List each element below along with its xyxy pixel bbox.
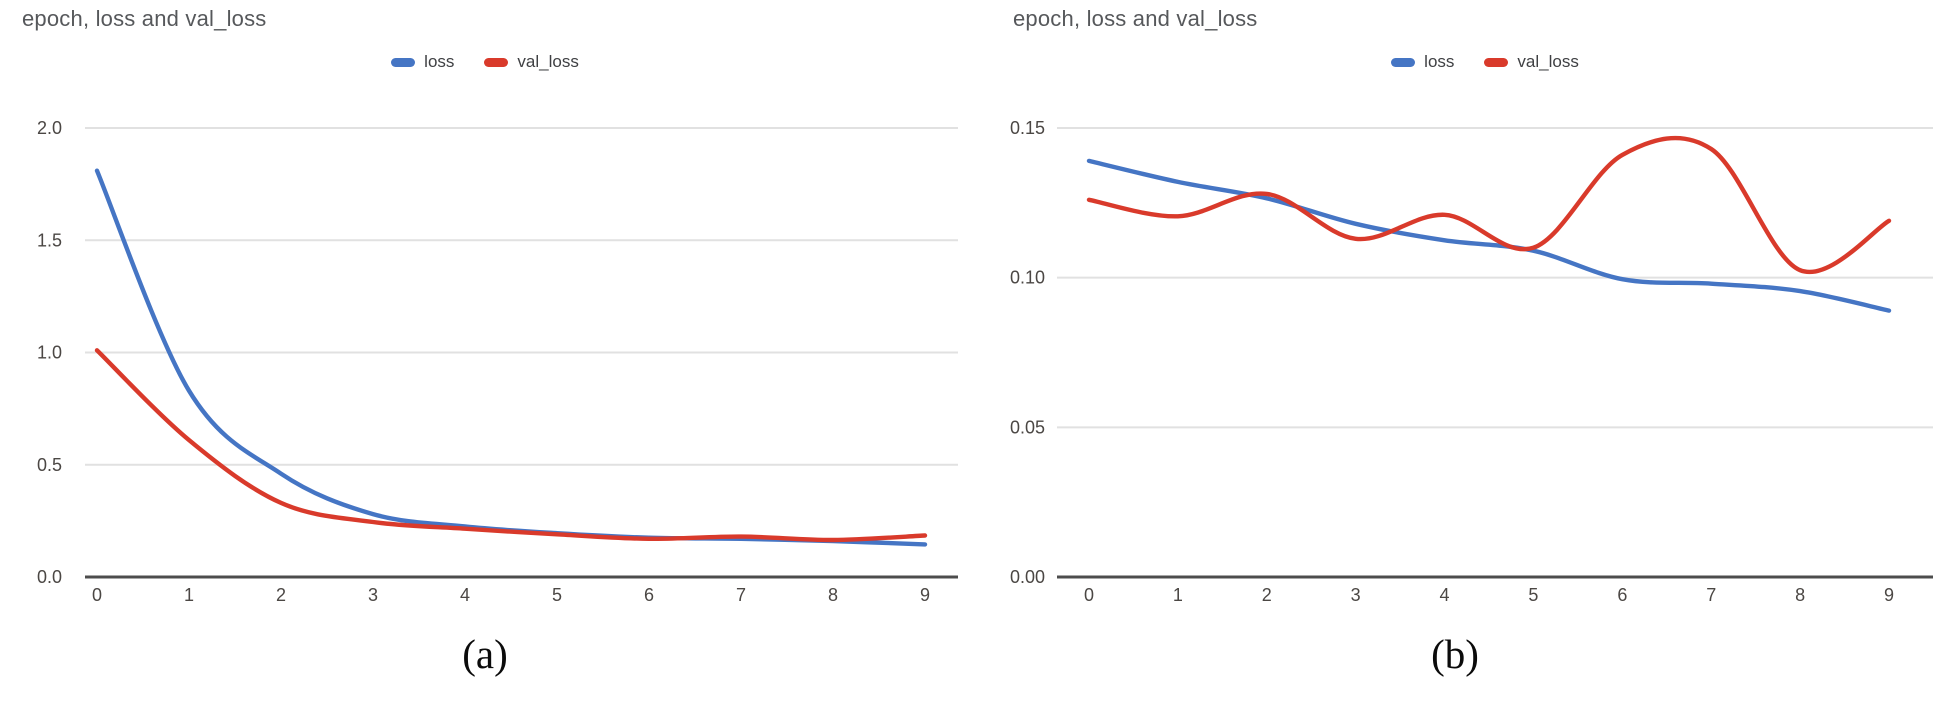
legend-item-loss: loss [391,52,454,72]
caption-b: (b) [1431,631,1479,677]
y-tick-label: 0.10 [1010,268,1045,288]
y-tick-label: 0.5 [37,455,62,475]
chart-a-plot-area: 0.0 0.5 1.0 1.5 2.0 0 1 2 3 4 5 6 7 8 9 [37,118,958,605]
legend-label-loss: loss [1424,52,1455,71]
legend-item-loss: loss [1391,52,1454,72]
chart-title: epoch, loss and val_loss [22,6,267,31]
x-tick-label: 8 [828,585,838,605]
x-tick-label: 9 [920,585,930,605]
y-tick-label: 2.0 [37,118,62,138]
y-tick-label: 0.15 [1010,118,1045,138]
x-tick-label: 5 [1528,585,1538,605]
series-val_loss-line [1086,135,1892,275]
x-tick-label: 7 [1706,585,1716,605]
x-tick-label: 9 [1884,585,1894,605]
x-tick-label: 2 [1262,585,1272,605]
x-tick-label: 0 [1084,585,1094,605]
y-tick-label: 0.05 [1010,417,1045,437]
y-tick-label: 1.0 [37,343,62,363]
x-tick-label: 4 [460,585,470,605]
y-tick-label: 0.00 [1010,567,1045,587]
x-tick-label: 1 [1173,585,1183,605]
legend-item-val-loss: val_loss [1484,52,1579,72]
x-tick-label: 1 [184,585,194,605]
series-loss-line [1086,158,1892,313]
x-tick-label: 6 [644,585,654,605]
chart-b: epoch, loss and val_loss loss val_loss 0… [970,0,1940,707]
val-loss-swatch-icon [1484,57,1509,67]
x-tick-label: 0 [92,585,102,605]
x-tick-label: 4 [1440,585,1450,605]
legend: loss val_loss [0,52,970,72]
caption-a: (a) [462,631,508,677]
chart-a: epoch, loss and val_loss loss val_loss 0… [0,6,970,677]
x-tick-label: 7 [736,585,746,605]
y-tick-label: 0.0 [37,567,62,587]
legend-label-loss: loss [424,52,455,71]
series-val_loss-line [94,348,928,543]
y-tick-label: 1.5 [37,230,62,250]
x-tick-label: 3 [368,585,378,605]
x-tick-label: 8 [1795,585,1805,605]
chart-b-plot-area: 0.00 0.05 0.10 0.15 0 1 2 3 4 5 6 7 8 9 [1010,118,1933,605]
x-tick-label: 3 [1351,585,1361,605]
legend: loss val_loss [970,52,1940,72]
legend-label-val-loss: val_loss [1517,52,1579,71]
x-tick-label: 2 [276,585,286,605]
chart-title: epoch, loss and val_loss [1013,6,1258,31]
legend-label-val-loss: val_loss [517,52,579,71]
val-loss-swatch-icon [484,57,509,67]
x-tick-label: 5 [552,585,562,605]
legend-item-val-loss: val_loss [484,52,579,72]
x-tick-label: 6 [1617,585,1627,605]
series-loss-line [94,168,928,547]
loss-swatch-icon [391,57,416,67]
loss-swatch-icon [1391,57,1416,67]
